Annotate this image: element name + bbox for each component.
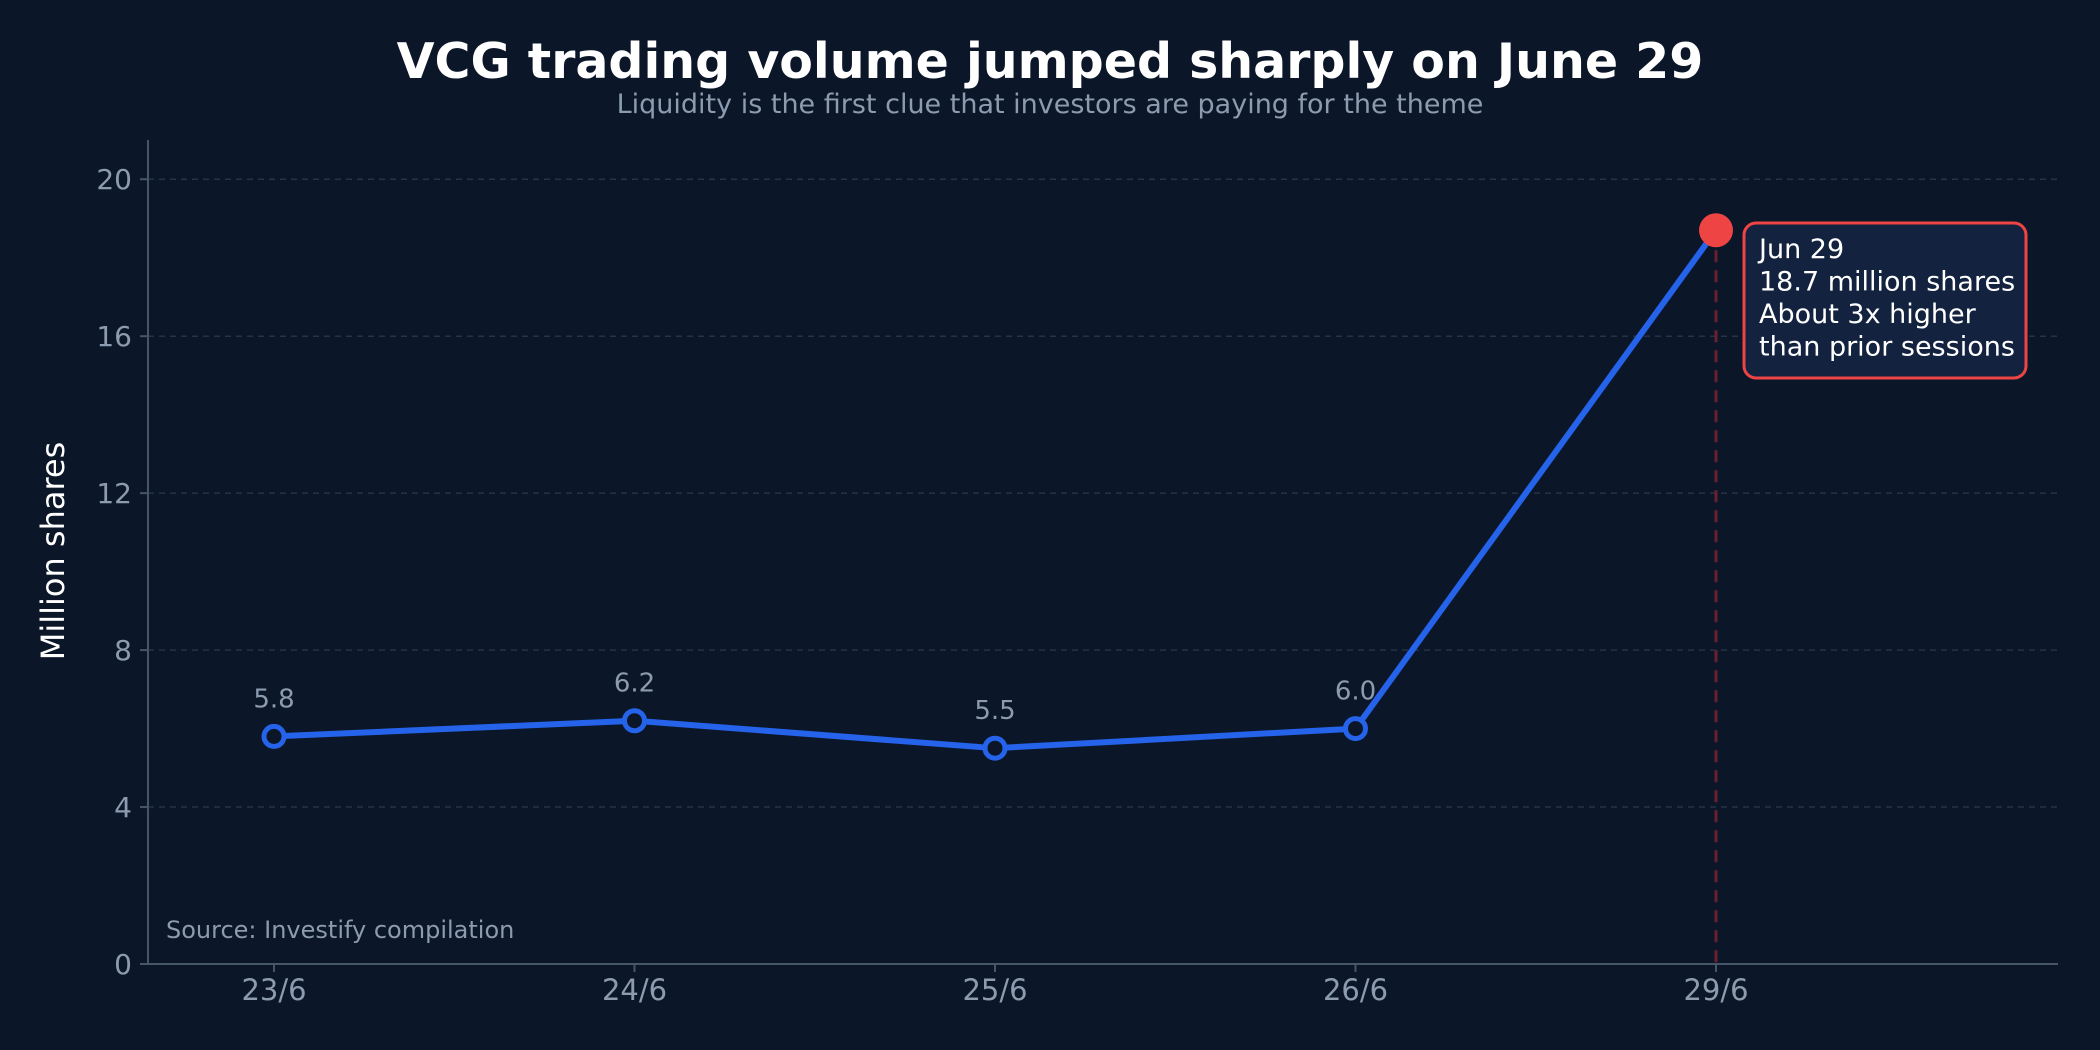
x-tick-label: 23/6 <box>241 973 306 1007</box>
callout-line: than prior sessions <box>1759 332 2015 363</box>
y-tick-label: 0 <box>114 948 132 981</box>
x-tick-label: 26/6 <box>1323 973 1388 1007</box>
data-label: 6.0 <box>1335 677 1376 707</box>
data-labels: 5.8 6.2 5.5 6.0 <box>253 669 1376 726</box>
data-point <box>261 723 287 749</box>
callout-box <box>1742 221 2028 380</box>
chart-subtitle: Liquidity is the first clue that investo… <box>617 89 1484 120</box>
x-tick-label: 29/6 <box>1683 973 1748 1007</box>
x-tick-label: 25/6 <box>962 973 1027 1007</box>
data-point <box>982 735 1008 761</box>
data-label: 6.2 <box>614 669 655 699</box>
source-note: Source: Investify compilation <box>166 916 514 944</box>
data-point <box>1343 716 1368 742</box>
callout-line: Jun 29 <box>1757 234 1844 265</box>
axes: 0 4 8 12 16 20 23/6 24/6 25/6 26/6 29/6 <box>96 140 2058 1007</box>
y-axis-label: Million shares <box>34 442 72 661</box>
series-line <box>271 227 1719 752</box>
highlight-point <box>1699 213 1733 248</box>
data-label: 5.8 <box>253 684 294 714</box>
data-point <box>622 708 647 734</box>
series-volume <box>261 213 1733 761</box>
x-tick-label: 24/6 <box>602 973 667 1007</box>
y-tick-label: 12 <box>96 477 132 510</box>
y-tick-label: 16 <box>96 320 132 353</box>
callout-line: 18.7 million shares <box>1759 267 2015 298</box>
chart-title: VCG trading volume jumped sharply on Jun… <box>397 33 1704 90</box>
data-label: 5.5 <box>974 696 1015 726</box>
y-tick-label: 20 <box>96 163 132 196</box>
callout-line: About 3x higher <box>1759 299 1977 330</box>
y-tick-label: 4 <box>114 791 132 824</box>
y-tick-label: 8 <box>114 634 132 667</box>
